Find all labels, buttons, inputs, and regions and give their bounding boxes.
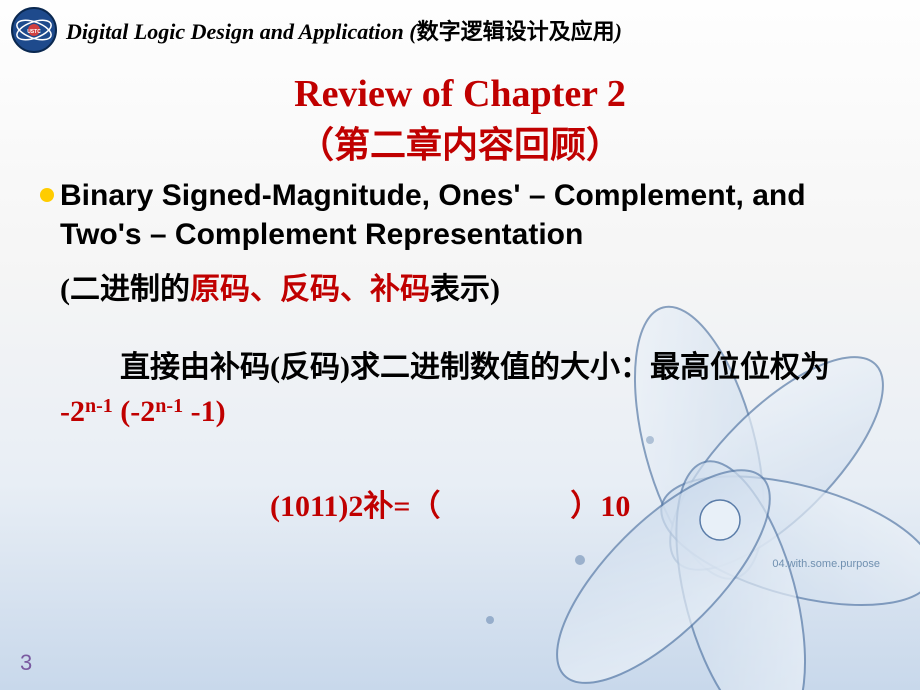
subline-prefix: (二进制的 xyxy=(60,273,190,306)
header-bar: USTC Digital Logic Design and Applicatio… xyxy=(0,0,920,60)
page-number: 3 xyxy=(20,650,32,676)
subline: (二进制的原码、反码、补码表示) xyxy=(40,264,880,308)
subline-red: 原码、反码、补码 xyxy=(190,273,430,306)
main-title: Review of Chapter 2 （第二章内容回顾） xyxy=(0,72,920,168)
formula1-base: -2 xyxy=(60,395,85,428)
bottom-part2: ）10 xyxy=(570,490,630,523)
formula1-sup: n-1 xyxy=(85,395,113,417)
formula2-sup: n-1 xyxy=(155,395,183,417)
university-logo: USTC xyxy=(10,6,58,54)
bullet-item: Binary Signed-Magnitude, Ones' – Complem… xyxy=(40,176,880,254)
formula2-open: (-2 xyxy=(113,395,155,428)
main-title-line2: （第二章内容回顾） xyxy=(0,116,920,168)
paragraph-text: 直接由补码(反码)求二进制数值的大小：最高位位权为 xyxy=(120,351,830,384)
content-area: Binary Signed-Magnitude, Ones' – Complem… xyxy=(0,168,920,525)
subline-suffix: 表示) xyxy=(430,273,500,306)
header-title-close: ) xyxy=(615,19,622,44)
header-title-cn: 数字逻辑设计及应用 xyxy=(417,19,615,44)
bottom-equation: (1011)2补=（ ）10 xyxy=(40,481,880,525)
header-title-en: Digital Logic Design and Application ( xyxy=(66,19,417,44)
paragraph: 直接由补码(反码)求二进制数值的大小：最高位位权为 -2n-1 (-2n-1 -… xyxy=(40,346,880,433)
watermark-text: 04.with.some.purpose xyxy=(772,558,880,570)
header-title: Digital Logic Design and Application (数字… xyxy=(66,14,622,46)
main-title-line1: Review of Chapter 2 xyxy=(0,72,920,116)
bottom-part1: (1011)2补=（ xyxy=(270,490,440,523)
bullet-text: Binary Signed-Magnitude, Ones' – Complem… xyxy=(60,176,880,254)
bullet-dot xyxy=(40,188,54,202)
svg-text:USTC: USTC xyxy=(27,29,41,35)
formula2-close: -1) xyxy=(183,395,225,428)
